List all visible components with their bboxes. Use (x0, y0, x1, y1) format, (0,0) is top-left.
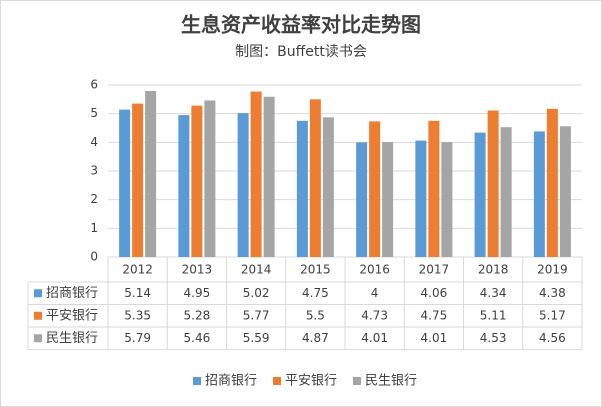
x-tick-label: 2012 (122, 263, 153, 277)
bar (250, 91, 262, 258)
table-value: 4.87 (302, 331, 329, 345)
bar (356, 142, 368, 257)
x-tick-label: 2016 (359, 263, 390, 277)
table-value: 4.56 (539, 331, 566, 345)
table-value: 5.5 (306, 308, 325, 322)
table-value: 4.75 (421, 308, 448, 322)
bar (441, 142, 453, 257)
bar (191, 105, 203, 257)
y-tick-label: 2 (90, 192, 98, 206)
bar (474, 132, 486, 257)
table-value: 4.38 (539, 286, 566, 300)
table-value: 5.02 (243, 286, 270, 300)
bar (369, 121, 381, 257)
table-value: 5.17 (539, 308, 566, 322)
y-tick-label: 6 (90, 78, 98, 92)
y-tick-label: 4 (90, 135, 98, 149)
table-value: 4.75 (302, 286, 329, 300)
bar (546, 108, 558, 257)
x-tick-label: 2014 (241, 263, 272, 277)
x-tick-label: 2018 (478, 263, 509, 277)
legend-label: 平安银行 (285, 374, 337, 389)
bar (382, 142, 394, 257)
bar (119, 109, 131, 257)
table-value: 4.34 (480, 286, 507, 300)
chart-subtitle: 制图：Buffett读书会 (235, 43, 367, 60)
chart-title: 生息资产收益率对比走势图 (181, 13, 421, 37)
table-value: 4.53 (480, 331, 507, 345)
table-value: 4.06 (421, 286, 448, 300)
x-tick-label: 2015 (300, 263, 331, 277)
y-tick-label: 0 (90, 250, 98, 264)
legend-label: 招商银行 (205, 374, 257, 389)
table-value: 4.01 (361, 331, 388, 345)
table-value: 4.95 (184, 286, 211, 300)
table-row-label: 民生银行 (46, 331, 98, 346)
bar (428, 120, 440, 257)
bar (559, 126, 571, 257)
y-tick-label: 1 (90, 221, 98, 235)
table-value: 4.01 (421, 331, 448, 345)
table-value: 5.14 (124, 286, 151, 300)
y-tick-label: 5 (90, 106, 98, 120)
table-value: 4 (371, 286, 379, 300)
bar (237, 113, 249, 258)
bar (132, 103, 144, 257)
bar (145, 91, 157, 258)
y-tick-label: 3 (90, 164, 98, 178)
table-legend-swatch (34, 311, 42, 320)
bar (533, 131, 545, 257)
table-legend-swatch (34, 289, 42, 298)
table-value: 5.59 (243, 331, 270, 345)
table-value: 5.28 (184, 308, 211, 322)
legend-swatch (353, 377, 361, 385)
table-value: 5.11 (480, 308, 507, 322)
bar (309, 99, 321, 257)
x-tick-label: 2017 (419, 263, 450, 277)
table-row-label: 招商银行 (46, 286, 98, 301)
bar (296, 120, 308, 257)
bar (204, 100, 216, 257)
table-value: 5.35 (124, 308, 151, 322)
bar (263, 96, 275, 258)
x-tick-label: 2019 (537, 263, 568, 277)
bar (322, 117, 334, 257)
table-value: 4.73 (361, 308, 388, 322)
legend-swatch (193, 377, 201, 385)
table-value: 5.46 (184, 331, 211, 345)
x-tick-label: 2013 (182, 263, 213, 277)
legend-swatch (273, 377, 281, 385)
legend-label: 民生银行 (365, 374, 417, 389)
table-row-label: 平安银行 (46, 308, 98, 323)
bar (178, 115, 190, 257)
table-value: 5.77 (243, 308, 270, 322)
bar (500, 127, 512, 257)
bar (415, 140, 427, 257)
table-value: 5.79 (124, 331, 151, 345)
table-legend-swatch (34, 334, 42, 343)
bar (487, 110, 499, 257)
